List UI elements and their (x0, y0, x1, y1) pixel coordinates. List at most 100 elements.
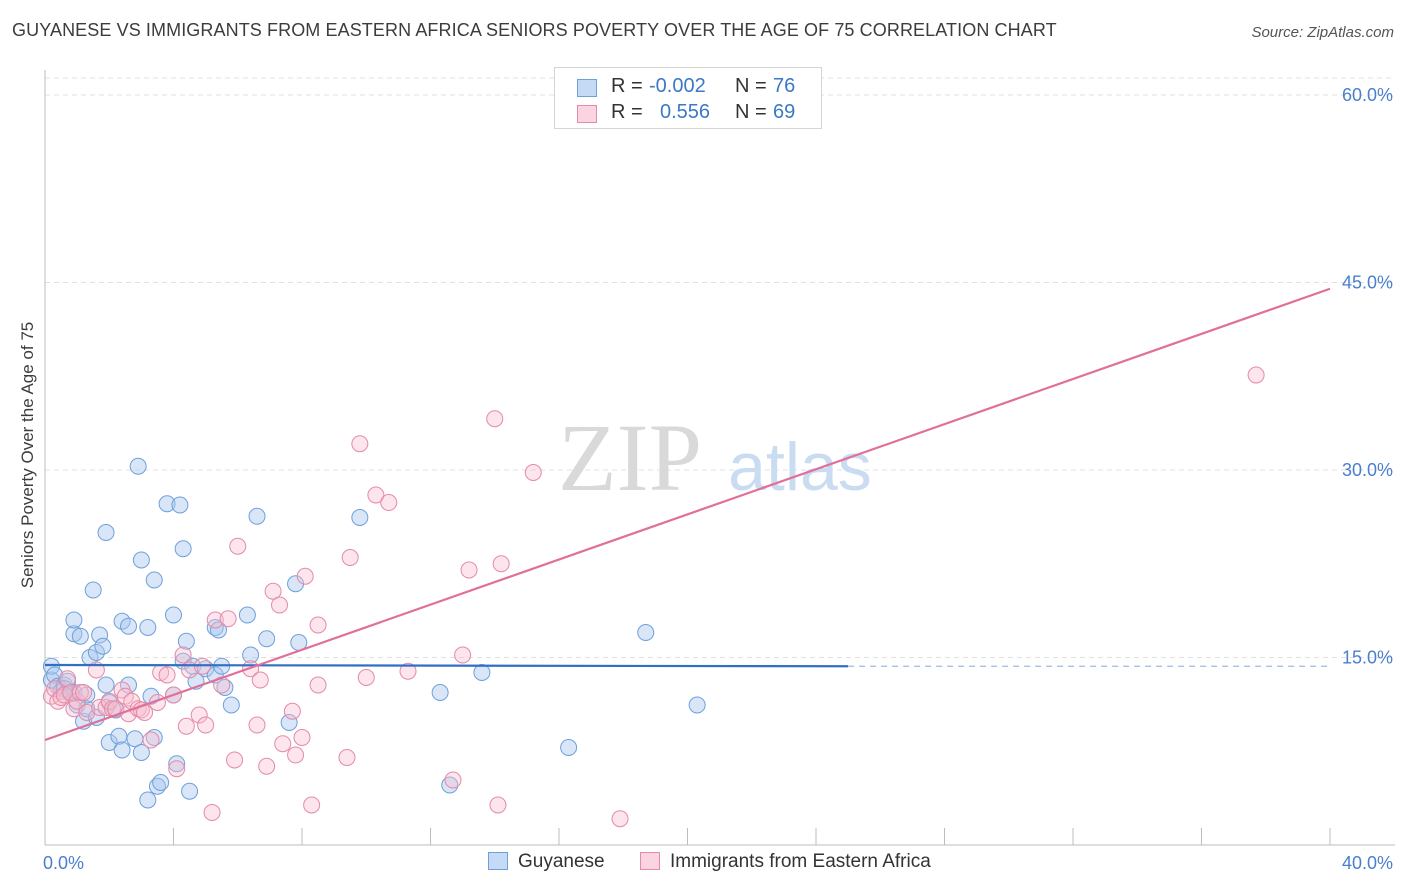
eastern-africa-point (75, 684, 93, 701)
eastern-africa-point (492, 555, 510, 573)
guyanese-point (177, 632, 195, 650)
eastern-africa-point (283, 702, 301, 720)
guyanese-point (181, 782, 199, 800)
eastern-africa-point (454, 646, 472, 664)
x-tick-label: 40.0% (1342, 853, 1393, 873)
eastern-africa-point (380, 494, 398, 511)
guyanese-point (216, 679, 234, 696)
x-tick-label: 0.0% (43, 853, 84, 873)
axes (44, 70, 1395, 846)
guyanese-point (441, 776, 459, 794)
legend-r-value: 0.556 (660, 101, 711, 123)
series-swatch-eastern-africa (640, 852, 660, 870)
guyanese-point (165, 606, 182, 624)
eastern-africa-point (190, 706, 208, 724)
y-axis-label: Seniors Poverty Over the Age of 75 (18, 322, 37, 588)
guyanese-point (94, 637, 112, 655)
guyanese-point (84, 581, 102, 599)
data-points (42, 86, 1265, 828)
guyanese-point (132, 744, 150, 761)
legend-r-value: -0.002 (649, 75, 706, 97)
guyanese-point (171, 496, 189, 514)
guyanese-point (248, 507, 266, 525)
guyanese-point (65, 611, 83, 629)
eastern-africa-point (158, 666, 176, 684)
eastern-africa-point (1247, 366, 1265, 384)
source-label: Source: ZipAtlas.com (1251, 24, 1394, 41)
guyanese-point (351, 509, 369, 526)
guyanese-point (120, 617, 138, 635)
eastern-africa-point (142, 731, 160, 749)
eastern-africa-point (251, 671, 269, 689)
series-legend-eastern-africa: Immigrants from Eastern Africa (640, 851, 931, 873)
legend-n-value: 76 (773, 75, 796, 97)
guyanese-point (97, 676, 115, 694)
watermark-zip: ZIP (558, 404, 702, 511)
guyanese-point (100, 734, 118, 751)
eastern-africa-point (489, 796, 507, 814)
eastern-africa-point (293, 729, 311, 746)
guyanese-point (113, 741, 131, 759)
guyanese-point (258, 630, 276, 648)
guyanese-point (242, 646, 260, 664)
legend-r-label: R = (611, 75, 643, 97)
y-tick-label: 15.0% (1342, 648, 1393, 668)
y-tick-label: 45.0% (1342, 273, 1393, 293)
guyanese-point (145, 729, 163, 746)
guyanese-point (637, 624, 655, 641)
guyanese-point (222, 696, 240, 714)
guyanese-point (560, 739, 578, 756)
guyanese-point (209, 621, 227, 639)
guyanese-point (139, 791, 157, 809)
eastern-africa-point (341, 549, 359, 566)
eastern-africa-point (219, 610, 237, 628)
eastern-africa-point (357, 669, 375, 686)
eastern-africa-point (399, 662, 417, 680)
guyanese-point (145, 571, 163, 589)
guyanese-point (87, 644, 105, 661)
guyanese-point (174, 540, 192, 558)
eastern-africa-point (46, 680, 64, 698)
legend-n-label: N = (735, 75, 767, 97)
guyanese-point (132, 551, 150, 569)
eastern-africa-point (206, 611, 224, 629)
trend-lines (44, 287, 1331, 742)
eastern-africa-point (177, 717, 195, 735)
legend-r-label: R = (611, 101, 643, 123)
eastern-africa-point (338, 749, 356, 766)
eastern-africa-point (52, 689, 70, 706)
guyanese-trend-line (44, 663, 849, 668)
series-legend-guyanese: Guyanese (488, 851, 605, 873)
tick-labels: 15.0% 30.0% 45.0% 60.0% 0.0% 40.0% (43, 85, 1393, 873)
eastern-africa-point (296, 567, 314, 585)
guyanese-point (280, 714, 298, 731)
eastern-africa-point (271, 596, 289, 614)
legend-n-label: N = (735, 101, 767, 123)
chart-title: GUYANESE VS IMMIGRANTS FROM EASTERN AFRI… (12, 20, 1057, 40)
eastern-africa-point (303, 796, 321, 814)
y-tick-label: 30.0% (1342, 460, 1393, 480)
guyanese-point (71, 627, 89, 645)
eastern-africa-point (62, 684, 80, 701)
guyanese-point (129, 457, 147, 475)
legend-swatch-eastern-africa (577, 105, 597, 123)
eastern-africa-point (524, 464, 542, 481)
eastern-africa-point (258, 757, 276, 775)
guyanese-point (91, 626, 109, 644)
guyanese-point (431, 684, 449, 701)
eastern-africa-point (248, 716, 266, 734)
eastern-africa-point (197, 716, 215, 734)
eastern-africa-trend-line (44, 287, 1331, 742)
guyanese-point (688, 696, 706, 714)
guyanese-point (473, 664, 491, 681)
gridlines (45, 77, 1395, 658)
eastern-africa-point (287, 746, 305, 764)
guyanese-point (152, 774, 170, 791)
eastern-africa-point (226, 751, 244, 769)
eastern-africa-point (351, 435, 369, 453)
eastern-africa-point (229, 537, 247, 555)
guyanese-point (42, 657, 60, 675)
y-tick-label: 60.0% (1342, 85, 1393, 105)
correlation-legend: R = -0.002 N = 76 R = 0.556 N = 69 (554, 67, 822, 129)
guyanese-point (158, 495, 176, 513)
